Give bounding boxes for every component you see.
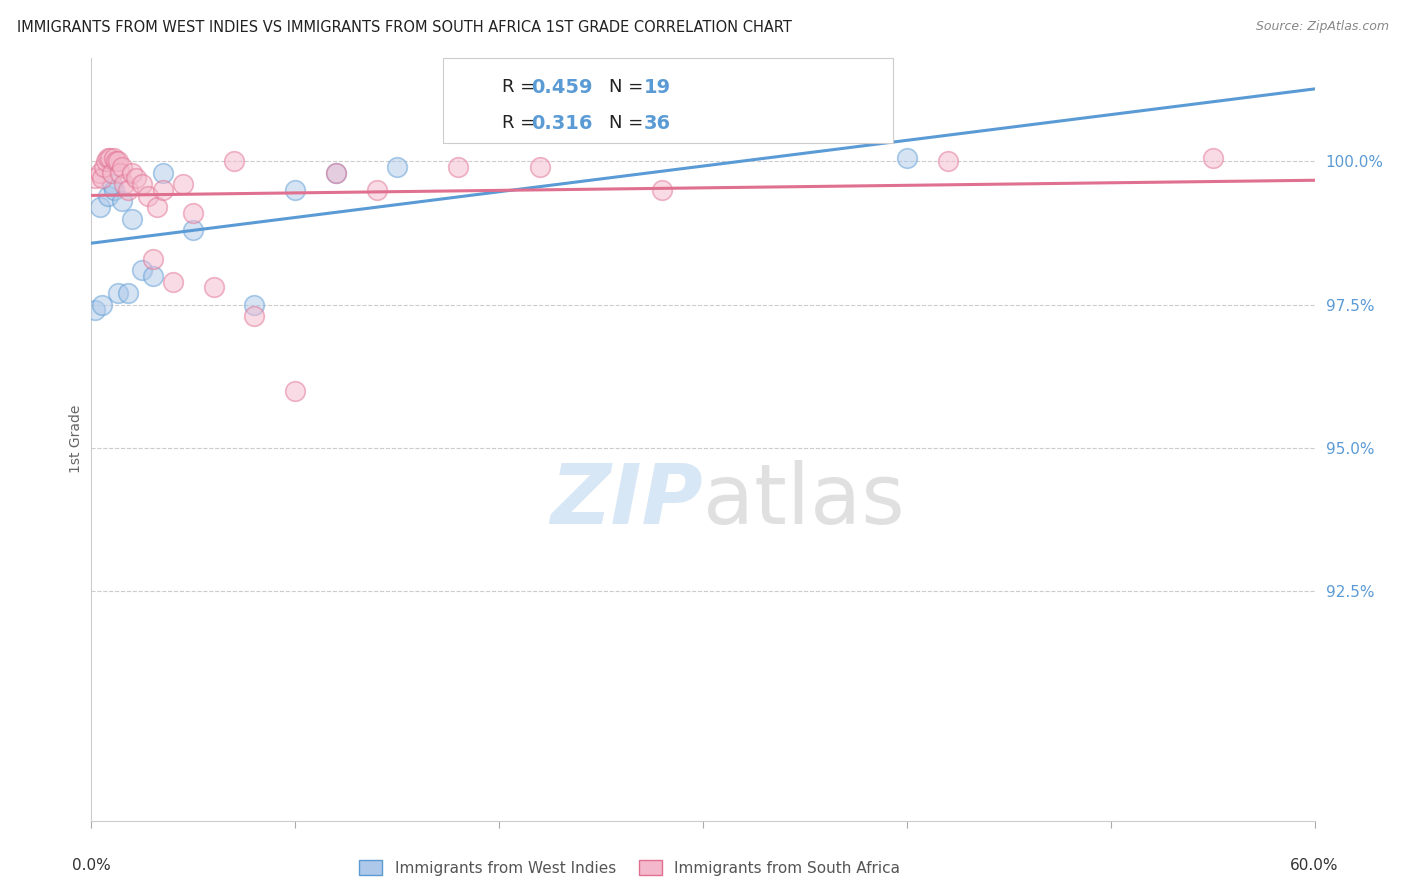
Point — [84, 171, 107, 186]
Point — [366, 183, 388, 197]
Text: 36: 36 — [644, 113, 671, 133]
Text: 0.459: 0.459 — [531, 78, 593, 97]
Point — [284, 183, 307, 197]
Point — [138, 188, 160, 202]
Text: atlas: atlas — [703, 459, 904, 541]
Point — [94, 154, 117, 169]
Point — [284, 384, 307, 398]
Point — [89, 166, 111, 180]
Legend: Immigrants from West Indies, Immigrants from South Africa: Immigrants from West Indies, Immigrants … — [353, 854, 905, 881]
Text: Source: ZipAtlas.com: Source: ZipAtlas.com — [1256, 20, 1389, 33]
Text: 0.0%: 0.0% — [72, 858, 111, 873]
Point — [141, 268, 163, 283]
Point — [936, 154, 959, 169]
Point — [117, 286, 139, 301]
Point — [1202, 152, 1225, 166]
Point — [125, 171, 148, 186]
Point — [121, 166, 143, 180]
Point — [103, 152, 125, 166]
Text: 19: 19 — [644, 78, 671, 97]
Point — [172, 177, 194, 191]
Point — [152, 166, 174, 180]
Point — [117, 183, 139, 197]
Text: N =: N = — [609, 78, 648, 96]
Point — [131, 263, 153, 277]
Point — [162, 275, 184, 289]
Point — [111, 194, 134, 209]
Text: 60.0%: 60.0% — [1291, 858, 1339, 873]
Point — [107, 286, 129, 301]
Point — [111, 160, 134, 174]
Point — [89, 200, 111, 214]
Point — [131, 177, 153, 191]
Point — [84, 303, 107, 318]
Point — [90, 297, 112, 311]
Text: IMMIGRANTS FROM WEST INDIES VS IMMIGRANTS FROM SOUTH AFRICA 1ST GRADE CORRELATIO: IMMIGRANTS FROM WEST INDIES VS IMMIGRANT… — [17, 20, 792, 35]
Point — [152, 183, 174, 197]
Point — [104, 154, 127, 169]
Point — [325, 166, 347, 180]
Point — [121, 211, 143, 226]
Point — [97, 188, 120, 202]
Point — [98, 152, 121, 166]
Point — [103, 183, 125, 197]
Point — [101, 166, 124, 180]
Text: N =: N = — [609, 114, 648, 132]
Point — [101, 177, 124, 191]
Point — [202, 280, 225, 294]
Point — [97, 152, 120, 166]
Point — [243, 309, 266, 323]
Text: ZIP: ZIP — [550, 459, 703, 541]
Point — [93, 160, 115, 174]
Point — [896, 152, 918, 166]
Point — [222, 154, 246, 169]
Point — [385, 160, 409, 174]
Y-axis label: 1st Grade: 1st Grade — [69, 405, 83, 474]
Text: 0.316: 0.316 — [531, 113, 593, 133]
Point — [108, 166, 131, 180]
Text: R =: R = — [502, 78, 541, 96]
Point — [112, 177, 135, 191]
Point — [325, 166, 347, 180]
Point — [447, 160, 470, 174]
Text: R =: R = — [502, 114, 541, 132]
Point — [90, 171, 112, 186]
Point — [145, 200, 167, 214]
Point — [243, 297, 266, 311]
Point — [651, 183, 673, 197]
Point — [183, 223, 205, 237]
Point — [529, 160, 551, 174]
Point — [141, 252, 163, 266]
Point — [107, 154, 129, 169]
Point — [183, 206, 205, 220]
